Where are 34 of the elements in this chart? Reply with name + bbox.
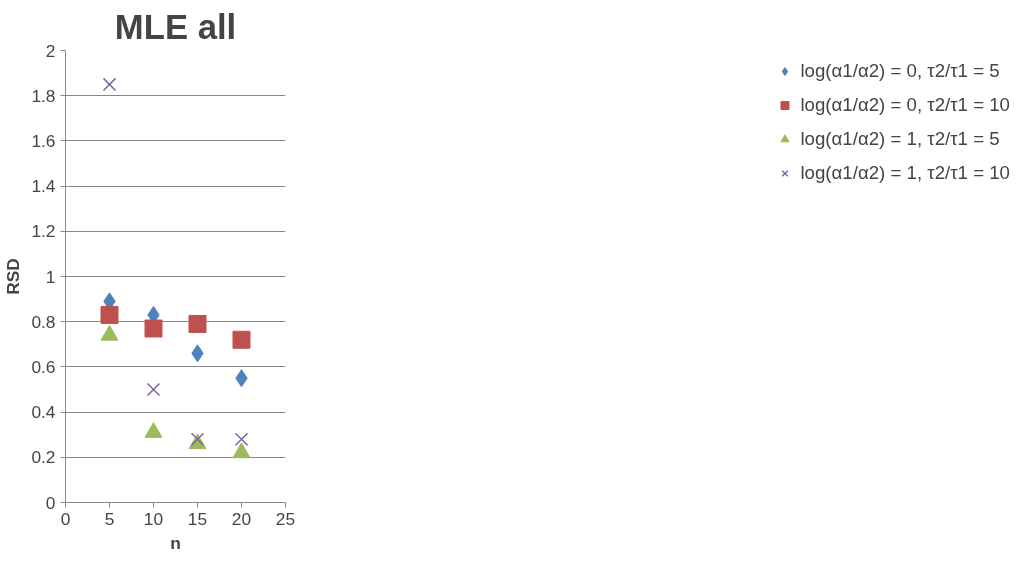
point	[100, 305, 119, 324]
x-tick-label: 25	[275, 508, 296, 529]
x-tick-label: 10	[143, 508, 164, 529]
point	[234, 432, 249, 446]
x-tick-label: 0	[60, 508, 71, 529]
legend-label: log(α1/α2) = 1, τ2/τ1 = 5	[800, 128, 1000, 150]
y-tick-label: 0.2	[31, 447, 56, 468]
chart-title: MLE all	[114, 7, 237, 46]
point	[144, 319, 163, 338]
y-tick-label: 1.4	[31, 176, 56, 197]
y-tick-label: 1.6	[31, 130, 56, 151]
point	[102, 77, 117, 92]
y-tick-label: 0	[45, 492, 56, 513]
point	[232, 442, 251, 459]
y-tick-label: 0.6	[31, 356, 56, 377]
y-tick-label: 1	[45, 266, 56, 287]
legend-label: log(α1/α2) = 0, τ2/τ1 = 10	[800, 94, 1010, 116]
point	[144, 422, 163, 438]
x-axis-title: n	[170, 532, 181, 553]
legend-label: log(α1/α2) = 1, τ2/τ1 = 10	[800, 162, 1010, 184]
y-tick-label: 2	[45, 40, 56, 61]
y-tick-label: 0.8	[31, 311, 56, 332]
point	[146, 382, 161, 397]
x-tick-label: 15	[187, 508, 208, 529]
legend-label: log(α1/α2) = 0, τ2/τ1 = 5	[800, 60, 1000, 82]
x-tick-label: 20	[231, 508, 252, 529]
y-tick-label: 1.2	[31, 221, 56, 242]
y-tick-label: 1.8	[31, 85, 56, 106]
point	[188, 314, 207, 333]
point	[190, 432, 205, 446]
y-axis-title: RSD	[3, 258, 24, 295]
y-tick-label: 0.4	[31, 402, 56, 423]
point	[232, 330, 251, 349]
x-tick-label: 5	[104, 508, 115, 529]
